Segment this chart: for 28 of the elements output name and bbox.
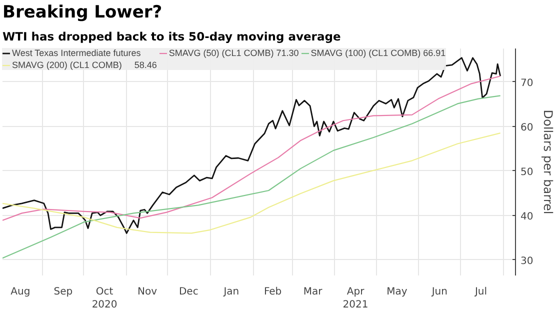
chart-title: Breaking Lower? bbox=[2, 2, 162, 22]
x-tick-label: Jun bbox=[430, 286, 448, 298]
legend-label: SMAVG (200) (CL1 COMB) 58.46 bbox=[12, 60, 157, 70]
line-series bbox=[2, 132, 501, 234]
x-tick-label: Nov bbox=[138, 286, 158, 298]
y-axis-title: Dollars per barrel bbox=[541, 110, 556, 214]
x-tick-label: Jul bbox=[474, 286, 488, 298]
legend-label: SMAVG (50) (CL1 COMB) 71.30 bbox=[168, 48, 299, 58]
line-series bbox=[2, 76, 501, 221]
y-tick-label: 50 bbox=[520, 166, 534, 178]
x-tick-label: Dec bbox=[178, 286, 198, 298]
legend-label: SMAVG (100) (CL1 COMB) 66.91 bbox=[310, 48, 446, 58]
line-series bbox=[2, 95, 501, 259]
x-tick-label: Oct 2020 bbox=[92, 286, 118, 311]
x-tick-label: Aug bbox=[10, 286, 30, 298]
x-tick-label: May bbox=[386, 286, 408, 298]
line-series bbox=[2, 57, 502, 234]
x-tick-label: Apr 2021 bbox=[342, 286, 368, 311]
legend-label: West Texas Intermediate futures bbox=[12, 48, 141, 58]
y-tick-label: 40 bbox=[520, 211, 534, 222]
x-tick-label: Feb bbox=[264, 286, 282, 298]
chart-subtitle: WTI has dropped back to its 50-day moving average bbox=[2, 30, 341, 44]
y-tick-label: 70 bbox=[520, 78, 534, 89]
x-tick-label: Jan bbox=[222, 286, 240, 298]
y-tick-label: 60 bbox=[520, 122, 534, 134]
x-tick-label: Sep bbox=[54, 286, 73, 298]
y-tick-label: 30 bbox=[520, 256, 534, 267]
x-tick-label: Mar bbox=[303, 286, 324, 298]
